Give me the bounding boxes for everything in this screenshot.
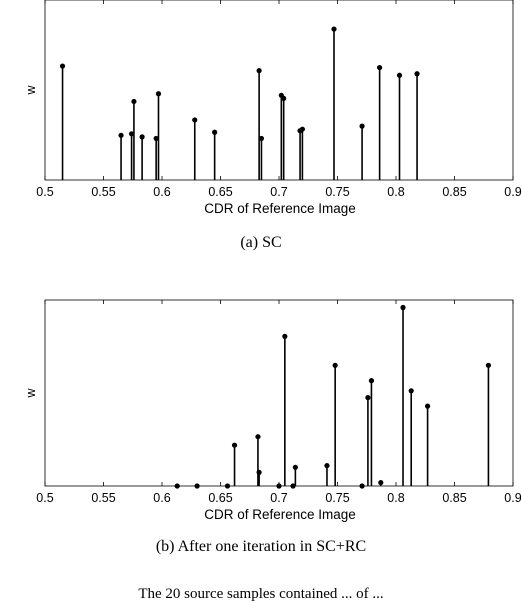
y-axis-label: w xyxy=(24,388,38,399)
x-tick-label: 0.6 xyxy=(153,185,170,199)
stem-marker xyxy=(155,91,162,97)
x-tick-label: 0.6 xyxy=(153,491,170,505)
stem-marker xyxy=(281,95,287,101)
stem-marker xyxy=(359,123,365,129)
stem-marker xyxy=(256,469,262,475)
x-tick-label: 0.9 xyxy=(504,491,521,505)
x-tick-label: 0.8 xyxy=(387,185,404,199)
stem-marker xyxy=(299,126,305,132)
stem-marker xyxy=(128,131,135,137)
stem-marker xyxy=(276,483,282,489)
chart-sc-rc: 0.5 0.55 0.6 0.65 0.7 0.75 0.8 0.85 0.9 CDR of Re… xyxy=(24,299,522,555)
chart-sc: 0.5 0.55 0.6 0.65 0.7 0.75 0.8 0.85 0.9 CDR of Re… xyxy=(24,0,522,251)
x-tick-label: 0.7 xyxy=(270,491,287,505)
stem-marker xyxy=(153,135,159,142)
x-tick-label: 0.8 xyxy=(387,491,404,505)
stem-marker xyxy=(359,483,365,489)
stem-marker xyxy=(365,395,371,401)
x-tick-label: 0.5 xyxy=(36,491,53,505)
stem-marker xyxy=(231,442,238,448)
y-axis-label: w xyxy=(24,85,38,96)
stem-marker xyxy=(485,362,492,368)
stem-marker xyxy=(400,304,406,311)
stem-marker xyxy=(368,378,375,384)
stem-marker xyxy=(292,464,298,470)
x-tick-label: 0.55 xyxy=(91,185,115,199)
stem-marker xyxy=(59,63,66,69)
x-tick-label: 0.85 xyxy=(442,185,466,199)
stem-marker xyxy=(424,403,431,409)
stem-marker xyxy=(174,483,180,489)
x-tick-label: 0.65 xyxy=(208,185,232,199)
stem-marker xyxy=(256,68,262,74)
stem-marker xyxy=(377,64,383,71)
stem-marker xyxy=(290,483,296,489)
axes-box xyxy=(44,299,514,487)
stem-marker xyxy=(118,132,124,138)
stem-marker xyxy=(131,98,137,105)
stem-marker xyxy=(282,333,288,339)
stem-marker xyxy=(194,483,200,489)
stem-marker xyxy=(255,434,261,440)
x-axis-label: CDR of Reference Image xyxy=(204,201,356,216)
stem-marker xyxy=(324,463,330,469)
x-tick-label: 0.75 xyxy=(325,491,349,505)
stem-marker xyxy=(332,362,338,368)
stem-marker xyxy=(396,72,403,78)
stem-marker xyxy=(378,480,384,486)
stem-marker xyxy=(408,388,414,394)
chart-caption: (a) SC xyxy=(240,234,281,251)
x-tick-label: 0.9 xyxy=(504,185,521,199)
stem-marker xyxy=(224,483,231,489)
truncated-body-text: The 20 source samples contained ... of .… xyxy=(138,586,384,602)
stem-marker xyxy=(414,71,420,77)
stem-marker xyxy=(212,129,218,135)
x-tick-label: 0.85 xyxy=(442,491,466,505)
x-tick-label: 0.75 xyxy=(325,185,349,199)
x-tick-label: 0.55 xyxy=(91,491,115,505)
x-tick-label: 0.5 xyxy=(36,185,53,199)
x-axis-label: CDR of Reference Image xyxy=(204,507,356,522)
stem-marker xyxy=(192,117,198,123)
x-tick-label: 0.7 xyxy=(270,185,287,199)
x-tick-label: 0.65 xyxy=(208,491,232,505)
axes-box xyxy=(44,0,514,181)
stem-marker xyxy=(331,26,337,32)
stem-marker xyxy=(139,134,145,140)
chart-caption: (b) After one iteration in SC+RC xyxy=(156,538,366,555)
stem-marker xyxy=(258,135,265,142)
